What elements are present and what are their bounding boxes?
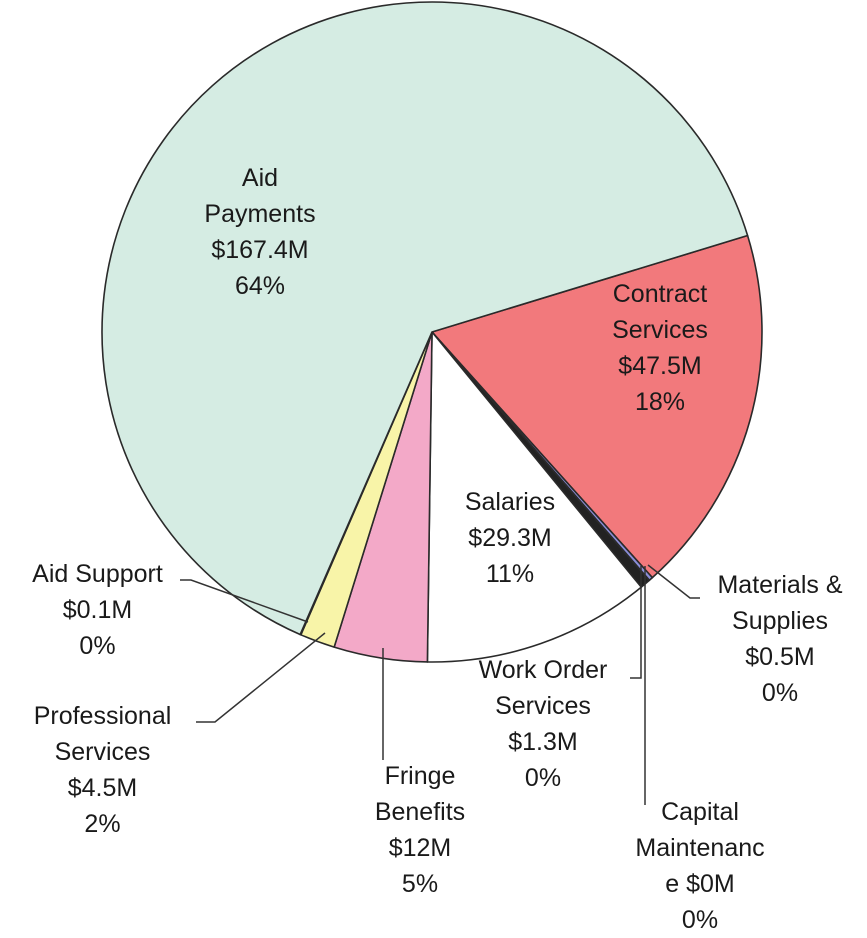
leader-line-aidsupport xyxy=(180,579,309,623)
pie-slice-contract xyxy=(431,234,763,579)
pie-slice-salaries xyxy=(426,331,643,663)
label-aid-support: Aid Support $0.1M 0% xyxy=(32,560,163,660)
label-materials-supplies: Materials & Supplies $0.5M 0% xyxy=(717,571,843,707)
label-professional-services: Professional Services $4.5M 2% xyxy=(33,702,172,838)
label-salaries: Salaries $29.3M 11% xyxy=(464,488,556,588)
label-contract-services: Contract Services $47.5M 18% xyxy=(612,280,708,416)
leader-lines xyxy=(180,564,700,805)
label-work-order-services: Work Order Services $1.3M 0% xyxy=(478,656,608,792)
label-capital-maintenance: Capital Maintenanc e $0M 0% xyxy=(635,798,765,934)
label-fringe-benefits: Fringe Benefits $12M 5% xyxy=(374,762,466,898)
pie-slice-aid xyxy=(101,1,749,636)
leader-line-workorder xyxy=(630,566,642,679)
leader-line-materials xyxy=(647,564,700,599)
pie-slices xyxy=(101,1,763,663)
label-aid-payments: Aid Payments $167.4M 64% xyxy=(204,164,316,300)
leader-line-professional xyxy=(196,632,326,723)
